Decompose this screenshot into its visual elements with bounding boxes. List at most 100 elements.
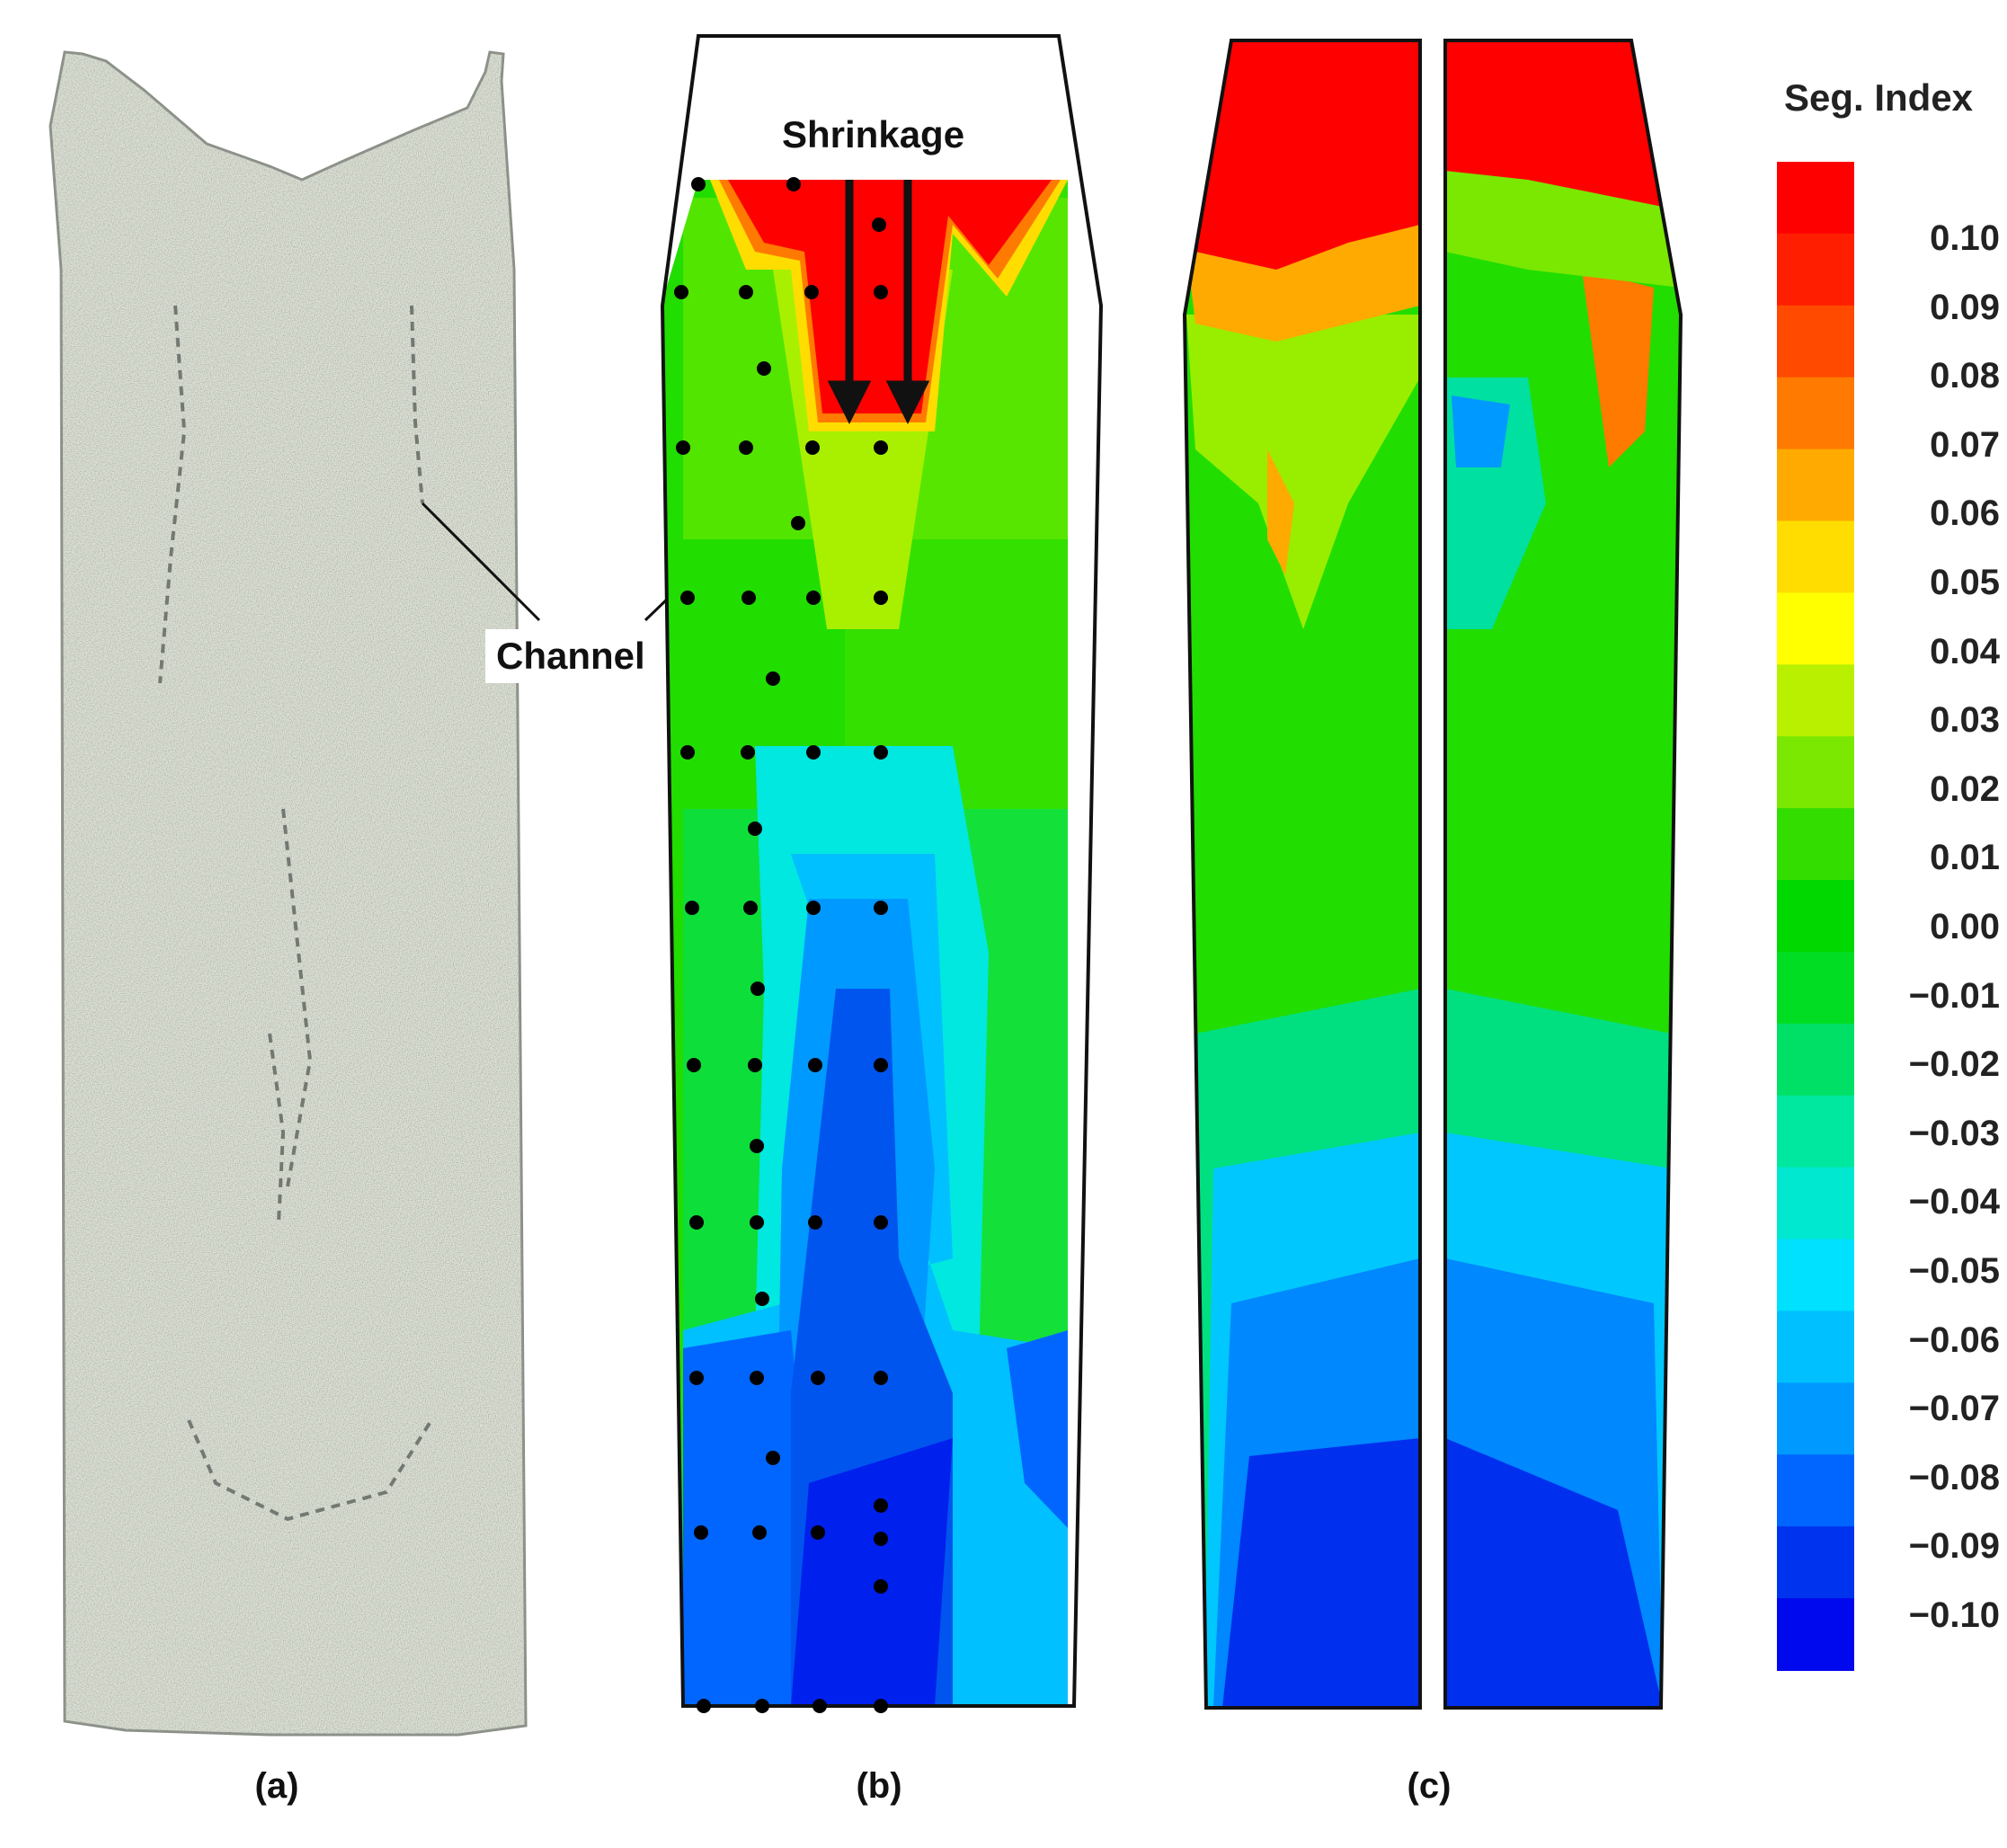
panel-a-label: (a) [223,1766,331,1807]
measurement-dot [694,1525,708,1540]
measurement-dot [791,516,805,530]
measurement-dot [874,901,888,915]
measurement-dot [805,440,820,455]
measurement-dot [750,1139,764,1153]
colorbar-tick-label: −0.04 [1865,1184,2000,1220]
colorbar-title: Seg. Index [1757,76,2000,120]
colorbar-swatch [1777,1454,1854,1527]
measurement-dot [874,1215,888,1230]
measurement-dot [766,671,780,686]
colorbar-tick-label: 0.08 [1865,358,2000,394]
measurement-dot [874,1058,888,1072]
colorbar-tick-label: 0.10 [1865,220,2000,256]
colorbar-swatch [1777,306,1854,378]
colorbar [1777,162,1854,1671]
measurement-dot [813,1699,827,1713]
measurement-dot [680,591,695,605]
panel-b-label: (b) [825,1766,933,1807]
colorbar-swatch [1777,880,1854,953]
measurement-dot [872,218,886,232]
colorbar-swatch [1777,1096,1854,1168]
colorbar-tick-label: 0.06 [1865,495,2000,531]
measurement-dot [750,982,765,996]
measurement-dot [757,361,771,376]
measurement-dot [766,1451,780,1465]
measurement-dot [755,1292,769,1306]
colorbar-tick-label: −0.01 [1865,978,2000,1014]
measurement-dot [691,177,706,191]
measurement-dot [748,822,762,836]
shrinkage-label: Shrinkage [771,108,975,162]
measurement-dot [874,285,888,299]
measurement-dot [739,440,753,455]
colorbar-tick-label: 0.04 [1865,634,2000,670]
colorbar-swatch [1777,808,1854,881]
colorbar-swatch [1777,1598,1854,1671]
measurement-dot [874,591,888,605]
measurement-dot [874,1532,888,1546]
colorbar-swatch [1777,1382,1854,1455]
measurement-dot [676,440,690,455]
colorbar-swatch [1777,449,1854,522]
channel-label: Channel [485,629,656,683]
colorbar-tick-label: −0.02 [1865,1046,2000,1082]
measurement-dot [874,1498,888,1513]
measurement-dot [685,901,699,915]
panel-c-label: (c) [1375,1766,1483,1807]
measurement-dot [739,285,753,299]
measurement-dot [750,1215,764,1230]
simulated-contour-right [1438,36,1690,1717]
colorbar-tick-label: 0.02 [1865,771,2000,807]
measurement-dot [748,1058,762,1072]
colorbar-tick-label: 0.00 [1865,909,2000,945]
colorbar-tick-label: 0.01 [1865,840,2000,875]
measurement-dot [811,1525,825,1540]
measurement-dot [680,745,695,760]
colorbar-swatch [1777,234,1854,307]
measurement-dot [808,1215,822,1230]
colorbar-tick-label: −0.07 [1865,1390,2000,1426]
colorbar-swatch [1777,521,1854,594]
colorbar-swatch [1777,592,1854,665]
colorbar-swatch [1777,1024,1854,1097]
measurement-dot [874,745,888,760]
colorbar-tick-label: 0.09 [1865,289,2000,325]
measurement-dot [786,177,801,191]
measurement-dot [687,1058,701,1072]
colorbar-swatch [1777,1239,1854,1312]
measurement-dot [811,1371,825,1385]
measurement-dot [804,285,819,299]
measurement-dot [874,1699,888,1713]
colorbar-tick-label: −0.06 [1865,1322,2000,1358]
simulated-contour-left [1177,36,1429,1717]
colorbar-swatch [1777,664,1854,737]
colorbar-swatch [1777,378,1854,450]
colorbar-tick-label: 0.05 [1865,564,2000,600]
measurement-dot [742,591,756,605]
colorbar-swatch [1777,1168,1854,1240]
colorbar-swatch [1777,1526,1854,1599]
colorbar-tick-label: −0.08 [1865,1460,2000,1496]
colorbar-tick-label: −0.10 [1865,1597,2000,1633]
measurement-dot [806,591,821,605]
measurement-dot [743,901,758,915]
measurement-dot [752,1525,767,1540]
colorbar-tick-label: 0.03 [1865,702,2000,738]
colorbar-swatch [1777,162,1854,235]
measurement-dot [674,285,688,299]
colorbar-tick-label: −0.09 [1865,1528,2000,1564]
colorbar-tick-label: −0.05 [1865,1253,2000,1289]
measurement-dot [874,1371,888,1385]
measurement-dot [755,1699,769,1713]
colorbar-swatch [1777,736,1854,809]
measurement-dot [750,1371,764,1385]
measurement-dot [874,1579,888,1594]
measurement-dot [806,745,821,760]
measurement-dot [874,440,888,455]
measurement-dot [808,1058,822,1072]
measurement-dot [697,1699,711,1713]
ingot-photo [50,52,526,1735]
measurement-dot [689,1371,704,1385]
